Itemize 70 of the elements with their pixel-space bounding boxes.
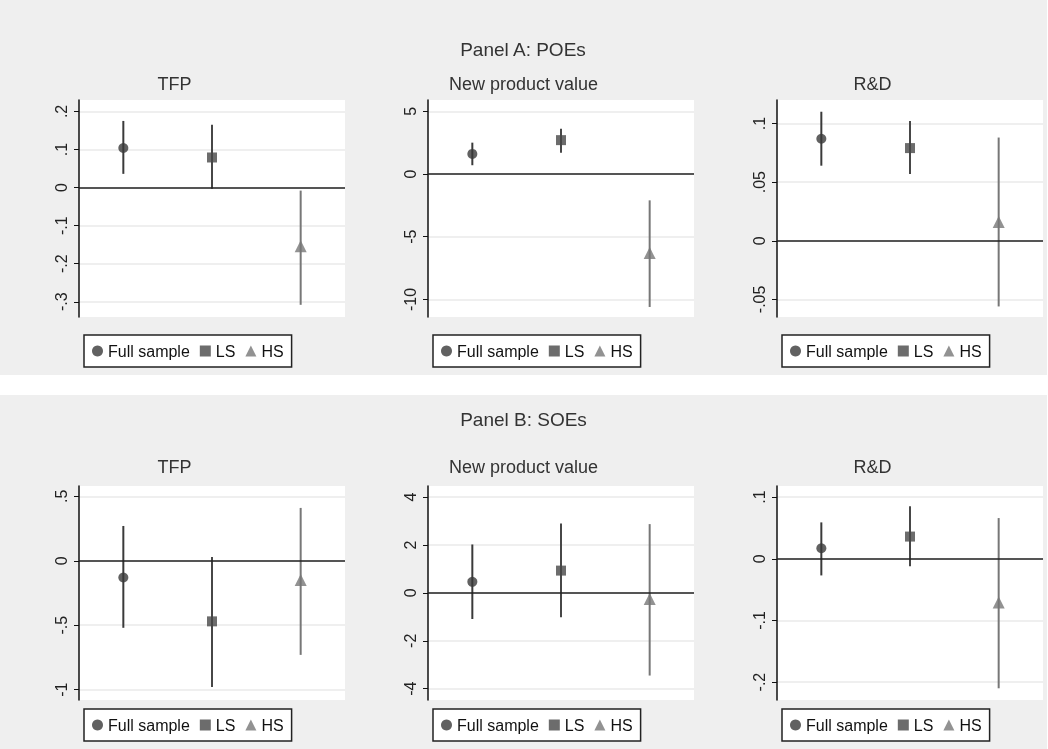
y-tick-label: -.3 (52, 292, 70, 312)
legend-label: HS (959, 716, 982, 734)
point (294, 574, 307, 587)
y-tick-label: -.2 (52, 254, 70, 274)
legend-label: HS (261, 342, 284, 360)
legend-label: LS (913, 716, 934, 734)
y-tick-label: 2 (401, 540, 419, 550)
point (905, 143, 915, 154)
y-tick-label: 0 (401, 169, 419, 179)
y-tick-label: .5 (52, 489, 70, 503)
point (118, 572, 129, 583)
y-tick-label: -.05 (750, 285, 768, 314)
chart-title: New product value (448, 74, 599, 94)
point (294, 240, 307, 253)
point (905, 531, 915, 542)
point (816, 543, 827, 554)
y-tick-label: .05 (750, 170, 768, 194)
y-tick-label: -.2 (750, 672, 768, 692)
y-tick-label: 5 (401, 106, 419, 116)
legend-label: LS (564, 716, 585, 734)
y-tick-label: -.5 (52, 615, 70, 635)
point (467, 148, 478, 159)
legend-label: Full sample (108, 342, 190, 360)
legend-label: Full sample (108, 716, 190, 734)
text: Panel A: POEs (460, 39, 586, 60)
y-tick-label: .2 (52, 104, 70, 119)
point (556, 135, 566, 146)
legend-label: LS (215, 716, 236, 734)
y-tick-label: -10 (401, 287, 419, 311)
legend-label: LS (913, 342, 934, 360)
point (816, 133, 827, 144)
point (643, 247, 656, 260)
y-tick-label: -1 (52, 682, 70, 697)
y-tick-label: -5 (401, 229, 419, 244)
y-tick-label: .1 (750, 116, 768, 131)
text: Panel B: SOEs (460, 409, 587, 430)
point (643, 593, 656, 606)
y-tick-label: 0 (52, 556, 70, 566)
y-tick-label: -4 (401, 681, 419, 696)
y-tick-label: .1 (750, 490, 768, 504)
y-tick-label: 0 (401, 588, 419, 598)
point (118, 142, 129, 153)
chart-title: TFP (157, 457, 192, 477)
point (467, 576, 478, 587)
legend-label: HS (261, 716, 284, 734)
legend-label: Full sample (457, 716, 539, 734)
y-tick-label: -.1 (52, 216, 70, 235)
point (207, 616, 217, 627)
legend-label: HS (610, 716, 633, 734)
legend-label: HS (959, 342, 982, 360)
y-tick-label: 0 (750, 554, 768, 564)
legend-label: LS (215, 342, 236, 360)
chart-title: R&D (853, 74, 892, 94)
y-tick-label: -2 (401, 633, 419, 648)
legend-label: Full sample (806, 342, 888, 360)
chart-title: TFP (157, 74, 192, 94)
y-tick-label: .1 (52, 142, 70, 157)
point (207, 152, 217, 163)
y-tick-label: 0 (52, 183, 70, 193)
legend-label: HS (610, 342, 633, 360)
chart-title: New product value (448, 457, 599, 477)
y-tick-label: 0 (750, 236, 768, 246)
legend-label: LS (564, 342, 585, 360)
legend-label: Full sample (806, 716, 888, 734)
y-tick-label: -.1 (750, 611, 768, 630)
point (556, 565, 566, 576)
point (992, 596, 1005, 609)
y-tick-label: 4 (401, 492, 419, 502)
chart-title: R&D (853, 457, 892, 477)
legend-label: Full sample (457, 342, 539, 360)
